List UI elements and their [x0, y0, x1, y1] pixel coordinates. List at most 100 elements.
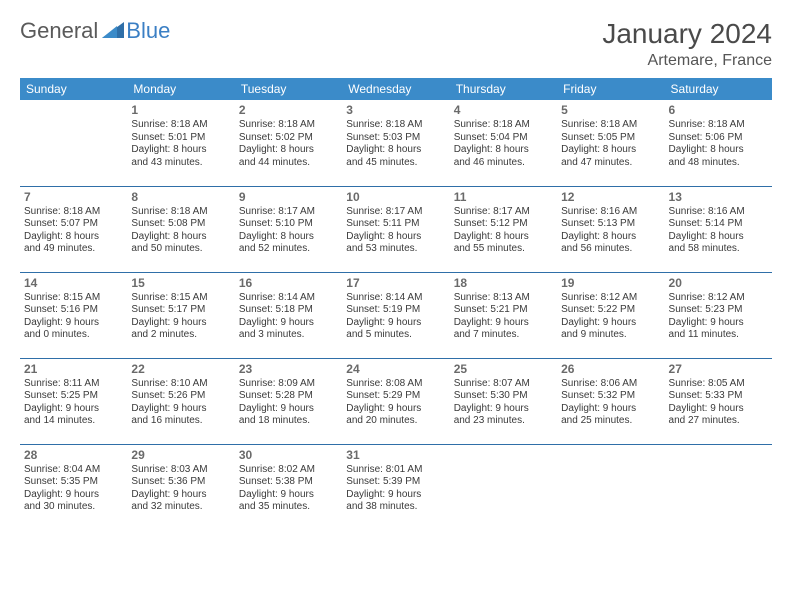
day-info-line: Sunset: 5:36 PM — [131, 476, 230, 489]
day-number: 21 — [24, 362, 123, 377]
day-info-line: Sunset: 5:14 PM — [669, 218, 768, 231]
day-info-line: Sunrise: 8:12 AM — [669, 292, 768, 305]
day-number: 11 — [454, 190, 553, 205]
calendar-day-cell: 7Sunrise: 8:18 AMSunset: 5:07 PMDaylight… — [20, 186, 127, 272]
day-info-line: Sunrise: 8:01 AM — [346, 464, 445, 477]
day-info-line: Sunset: 5:18 PM — [239, 304, 338, 317]
day-info-line: Sunset: 5:05 PM — [561, 132, 660, 145]
day-info-line: Sunrise: 8:07 AM — [454, 378, 553, 391]
calendar-day-cell: 21Sunrise: 8:11 AMSunset: 5:25 PMDayligh… — [20, 358, 127, 444]
day-info-line: Daylight: 9 hours — [454, 403, 553, 416]
day-info-line: Daylight: 9 hours — [131, 317, 230, 330]
day-info-line: and 11 minutes. — [669, 329, 768, 342]
calendar-day-cell: 4Sunrise: 8:18 AMSunset: 5:04 PMDaylight… — [450, 100, 557, 186]
day-info-line: Daylight: 9 hours — [239, 403, 338, 416]
day-number: 19 — [561, 276, 660, 291]
day-info-line: Daylight: 9 hours — [346, 489, 445, 502]
calendar-day-cell: 8Sunrise: 8:18 AMSunset: 5:08 PMDaylight… — [127, 186, 234, 272]
calendar-day-cell: 11Sunrise: 8:17 AMSunset: 5:12 PMDayligh… — [450, 186, 557, 272]
day-info-line: Sunset: 5:07 PM — [24, 218, 123, 231]
day-info-line: Daylight: 8 hours — [131, 144, 230, 157]
day-info-line: Daylight: 8 hours — [454, 144, 553, 157]
day-info-line: Sunset: 5:11 PM — [346, 218, 445, 231]
calendar-day-cell: 16Sunrise: 8:14 AMSunset: 5:18 PMDayligh… — [235, 272, 342, 358]
day-info-line: Sunset: 5:01 PM — [131, 132, 230, 145]
day-info-line: Sunrise: 8:13 AM — [454, 292, 553, 305]
day-info-line: Sunset: 5:13 PM — [561, 218, 660, 231]
day-info-line: and 20 minutes. — [346, 415, 445, 428]
day-info-line: and 45 minutes. — [346, 157, 445, 170]
calendar-day-cell: 6Sunrise: 8:18 AMSunset: 5:06 PMDaylight… — [665, 100, 772, 186]
calendar-day-cell: 12Sunrise: 8:16 AMSunset: 5:13 PMDayligh… — [557, 186, 664, 272]
day-number: 2 — [239, 103, 338, 118]
day-info-line: Sunset: 5:02 PM — [239, 132, 338, 145]
day-info-line: Sunset: 5:04 PM — [454, 132, 553, 145]
day-info-line: and 16 minutes. — [131, 415, 230, 428]
day-info-line: and 25 minutes. — [561, 415, 660, 428]
day-info-line: and 46 minutes. — [454, 157, 553, 170]
calendar-day-cell: 20Sunrise: 8:12 AMSunset: 5:23 PMDayligh… — [665, 272, 772, 358]
day-info-line: Daylight: 8 hours — [454, 231, 553, 244]
calendar-header-row: Sunday Monday Tuesday Wednesday Thursday… — [20, 78, 772, 100]
day-info-line: Sunrise: 8:10 AM — [131, 378, 230, 391]
day-info-line: Sunset: 5:21 PM — [454, 304, 553, 317]
day-info-line: and 0 minutes. — [24, 329, 123, 342]
day-info-line: Sunrise: 8:18 AM — [561, 119, 660, 132]
day-info-line: Sunrise: 8:08 AM — [346, 378, 445, 391]
calendar-week-row: 1Sunrise: 8:18 AMSunset: 5:01 PMDaylight… — [20, 100, 772, 186]
calendar-day-cell: 31Sunrise: 8:01 AMSunset: 5:39 PMDayligh… — [342, 444, 449, 530]
day-number: 4 — [454, 103, 553, 118]
calendar-day-cell — [450, 444, 557, 530]
day-info-line: Sunset: 5:12 PM — [454, 218, 553, 231]
calendar-day-cell: 1Sunrise: 8:18 AMSunset: 5:01 PMDaylight… — [127, 100, 234, 186]
calendar-day-cell: 27Sunrise: 8:05 AMSunset: 5:33 PMDayligh… — [665, 358, 772, 444]
day-info-line: and 58 minutes. — [669, 243, 768, 256]
day-info-line: Daylight: 9 hours — [131, 403, 230, 416]
day-info-line: Sunset: 5:26 PM — [131, 390, 230, 403]
day-info-line: Daylight: 9 hours — [24, 317, 123, 330]
day-info-line: Sunrise: 8:11 AM — [24, 378, 123, 391]
day-info-line: Daylight: 9 hours — [346, 403, 445, 416]
day-info-line: and 44 minutes. — [239, 157, 338, 170]
day-info-line: Sunrise: 8:06 AM — [561, 378, 660, 391]
day-info-line: Sunrise: 8:05 AM — [669, 378, 768, 391]
day-info-line: Daylight: 8 hours — [669, 144, 768, 157]
day-info-line: Sunrise: 8:15 AM — [131, 292, 230, 305]
day-number: 17 — [346, 276, 445, 291]
day-number: 31 — [346, 448, 445, 463]
day-info-line: Sunset: 5:28 PM — [239, 390, 338, 403]
calendar-day-cell: 26Sunrise: 8:06 AMSunset: 5:32 PMDayligh… — [557, 358, 664, 444]
day-info-line: Daylight: 9 hours — [239, 317, 338, 330]
calendar-day-cell: 25Sunrise: 8:07 AMSunset: 5:30 PMDayligh… — [450, 358, 557, 444]
day-info-line: Daylight: 8 hours — [561, 231, 660, 244]
calendar-day-cell — [557, 444, 664, 530]
weekday-header: Tuesday — [235, 78, 342, 100]
day-info-line: and 23 minutes. — [454, 415, 553, 428]
calendar-day-cell: 5Sunrise: 8:18 AMSunset: 5:05 PMDaylight… — [557, 100, 664, 186]
day-number: 26 — [561, 362, 660, 377]
calendar-day-cell: 18Sunrise: 8:13 AMSunset: 5:21 PMDayligh… — [450, 272, 557, 358]
location-label: Artemare, France — [602, 52, 772, 70]
brand-triangle-icon — [102, 20, 124, 43]
day-info-line: and 55 minutes. — [454, 243, 553, 256]
calendar-day-cell: 30Sunrise: 8:02 AMSunset: 5:38 PMDayligh… — [235, 444, 342, 530]
day-info-line: Daylight: 8 hours — [346, 231, 445, 244]
day-info-line: Sunrise: 8:16 AM — [561, 206, 660, 219]
day-info-line: Sunset: 5:25 PM — [24, 390, 123, 403]
weekday-header: Wednesday — [342, 78, 449, 100]
day-info-line: Sunset: 5:39 PM — [346, 476, 445, 489]
day-number: 15 — [131, 276, 230, 291]
day-info-line: and 2 minutes. — [131, 329, 230, 342]
day-info-line: Daylight: 9 hours — [669, 317, 768, 330]
day-info-line: and 5 minutes. — [346, 329, 445, 342]
month-title: January 2024 — [602, 18, 772, 50]
day-info-line: and 56 minutes. — [561, 243, 660, 256]
day-info-line: Sunset: 5:38 PM — [239, 476, 338, 489]
day-info-line: and 3 minutes. — [239, 329, 338, 342]
calendar-week-row: 21Sunrise: 8:11 AMSunset: 5:25 PM Dayligh… — [20, 358, 772, 444]
day-info-line: and 35 minutes. — [239, 501, 338, 514]
day-info-line: and 7 minutes. — [454, 329, 553, 342]
day-number: 27 — [669, 362, 768, 377]
day-info-line: Daylight: 8 hours — [561, 144, 660, 157]
day-info-line: Sunrise: 8:12 AM — [561, 292, 660, 305]
